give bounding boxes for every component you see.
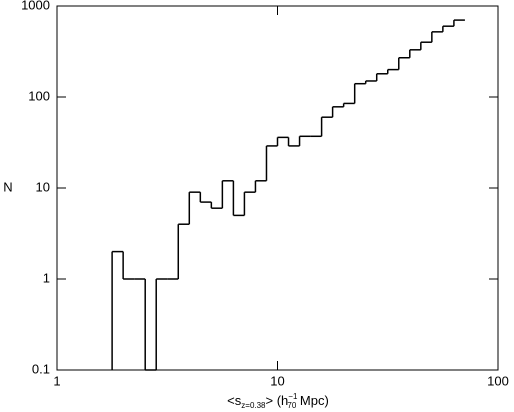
y-axis-label: N <box>3 179 12 194</box>
x-tick-label: 100 <box>487 373 509 388</box>
x-axis-label: <sz=0.38> (h−1 70 Mpc) <box>227 392 329 410</box>
y-tick-label: 1000 <box>21 0 50 12</box>
y-tick-label: 10 <box>36 179 50 194</box>
x-tick-label: 10 <box>270 373 284 388</box>
y-tick-label: 0.1 <box>32 361 50 376</box>
y-tick-label: 1 <box>43 270 50 285</box>
x-tick-label: 1 <box>53 373 60 388</box>
x-label-sub: z=0.38 <box>241 401 266 410</box>
plot-frame <box>56 5 499 371</box>
x-label-sub: 70 <box>287 401 296 410</box>
x-label-part: > (h <box>266 393 289 408</box>
x-label-part: <s <box>227 393 242 408</box>
y-tick-label: 100 <box>28 88 50 103</box>
x-label-part: Mpc) <box>296 393 329 408</box>
x-label-sup: −1 <box>288 392 298 401</box>
